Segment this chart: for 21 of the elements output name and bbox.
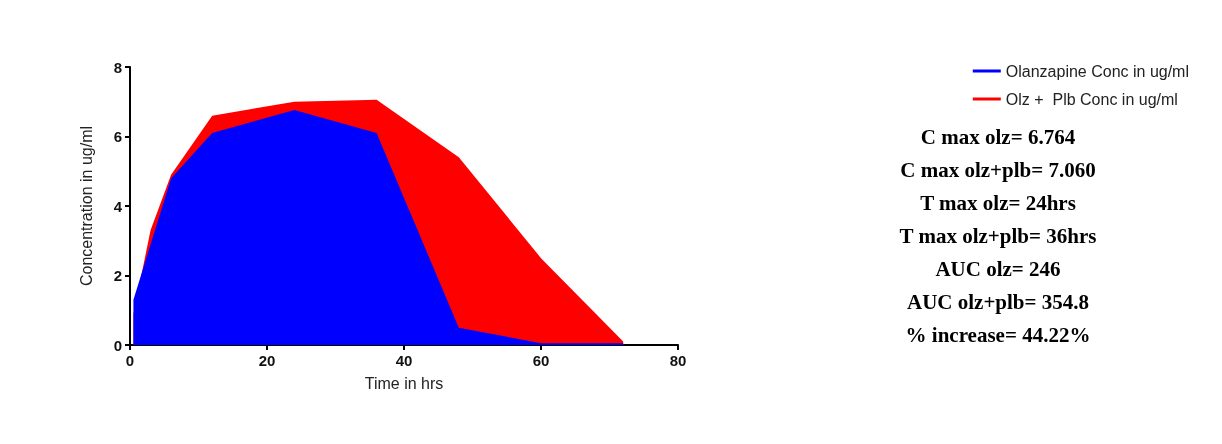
y-tick-label: 0 xyxy=(113,336,122,354)
text: % increase= 44.22% xyxy=(905,322,1091,347)
text: AUC olz+plb= 354.8 xyxy=(906,289,1090,314)
x-tick-label: 0 xyxy=(125,352,135,369)
legend-label: Olanzapine Conc in ug/ml xyxy=(1005,62,1190,80)
x-axis-title: Time in hrs xyxy=(364,374,444,392)
x-tick-label: 20 xyxy=(258,352,276,369)
text: C max olz+plb= 7.060 xyxy=(900,157,1096,182)
y-tick-label: 8 xyxy=(113,58,122,76)
x-tick-label: 80 xyxy=(669,352,687,369)
text: T max olz+plb= 36hrs xyxy=(899,223,1097,248)
text: AUC olz= 246 xyxy=(935,256,1061,281)
x-tick-label: 40 xyxy=(395,352,413,369)
y-tick-label: 2 xyxy=(113,267,122,284)
y-tick-label: 6 xyxy=(113,128,122,145)
text: T max olz= 24hrs xyxy=(920,190,1076,215)
legend-label: Olz + Plb Conc in ug/ml xyxy=(1005,90,1178,108)
y-tick-label: 4 xyxy=(113,197,123,215)
text: C max olz= 6.764 xyxy=(920,124,1076,149)
y-axis-title: Concentration in ug/ml xyxy=(77,125,95,287)
x-tick-label: 60 xyxy=(532,352,550,369)
